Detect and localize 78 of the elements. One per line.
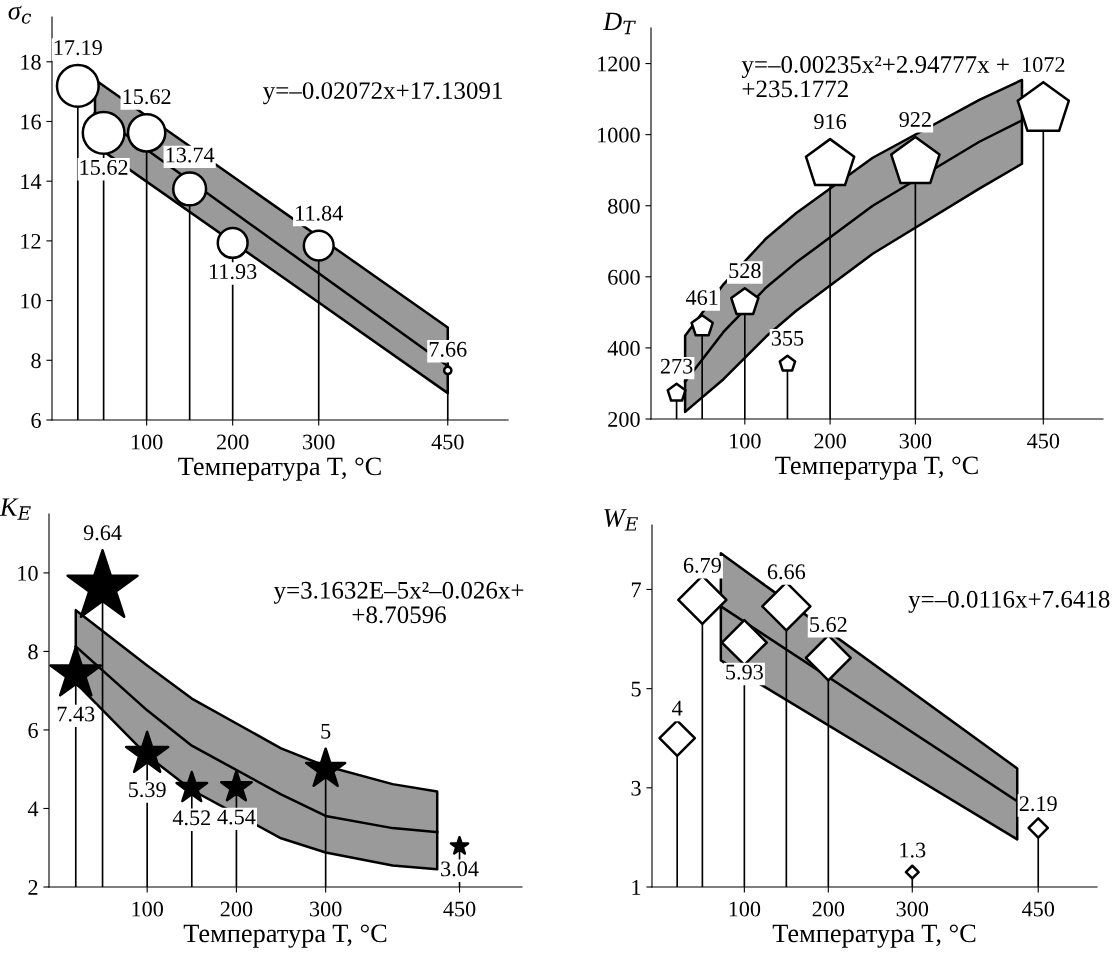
y-axis-title: D$_{T}$ [602,12,636,35]
y-tick-label: 7 [631,582,641,598]
data-label: 4 [672,700,683,716]
data-label: 15.62 [80,159,128,175]
y-tick-label: 800 [608,198,640,214]
x-axis-title: Температура T, °C [772,924,976,948]
x-tick-label: 100 [730,433,761,449]
data-label: 6.79 [683,557,721,573]
y-tick-label: 6 [28,722,38,738]
y-tick-label: 1000 [598,127,640,143]
x-tick-label: 450 [431,434,464,450]
annotation: y=–0.00235x²+2.94777x + +235.1772 [741,56,1009,98]
y-tick-label: 200 [608,411,640,427]
x-axis-title: Температура T, °C [183,924,387,948]
data-label: 461 [685,290,718,306]
data-label: 5.93 [726,664,763,680]
y-axis-title: W$_{E}$ [604,509,639,531]
data-label: 1072 [1023,57,1065,73]
x-tick-label: 200 [812,901,845,917]
x-tick-label: 100 [132,901,163,917]
data-label: 17.19 [54,40,102,56]
y-tick-label: 2 [28,879,38,895]
y-tick-label: 14 [21,174,42,189]
y-tick-label: 5 [631,681,641,697]
y-tick-label: 4 [27,801,39,817]
y-tick-label: 6 [31,412,41,428]
data-label: 15.62 [123,89,171,105]
x-tick-label: 200 [216,434,249,450]
annotation: y=–0.02072x+17.13091 [263,82,502,105]
y-tick-label: 8 [31,353,41,369]
x-tick-label: 200 [814,433,846,449]
y-tick-label: 1 [632,880,641,895]
data-label: 528 [729,263,761,279]
y-tick-label: 16 [21,114,41,130]
data-label: 11.93 [210,264,257,280]
data-label: 922 [899,111,931,127]
y-tick-label: 10 [18,565,38,581]
data-label: 6.66 [767,564,806,580]
x-tick-label: 300 [899,433,932,449]
data-label: 1.3 [900,842,926,858]
x-tick-label: 450 [1027,433,1060,449]
x-tick-label: 300 [303,434,335,450]
y-tick-label: 3 [631,780,641,796]
x-tick-label: 300 [896,901,929,917]
x-axis-title: Температура T, °C [178,457,381,481]
y-tick-label: 10 [21,293,41,309]
x-axis-title: Температура T, °C [775,456,978,480]
y-axis-title: σ$_{c}$ [8,5,32,24]
data-label: 4.54 [217,809,256,825]
data-label: 273 [660,358,693,374]
x-tick-label: 100 [131,434,163,450]
annotation: y=–0.0116x+7.6418 [908,590,1110,613]
x-tick-label: 200 [220,901,253,917]
data-label: 13.74 [166,147,215,163]
x-tick-label: 300 [310,901,342,917]
x-tick-label: 100 [729,901,761,917]
y-tick-label: 600 [608,269,640,285]
y-tick-label: 400 [607,340,640,356]
data-label: 916 [814,114,847,130]
y-tick-label: 1200 [598,56,640,72]
y-tick-label: 8 [28,644,38,660]
data-label: 11.84 [296,205,343,221]
data-label: 7.66 [429,341,467,357]
annotation: y=3.1632E–5x²–0.026x+ +8.70596 [273,581,524,624]
data-label: 4.52 [172,810,211,826]
data-label: 5.62 [810,617,847,633]
data-label: 9.64 [83,525,122,541]
x-tick-label: 450 [443,901,476,917]
x-tick-label: 450 [1021,901,1055,917]
data-label: 2.19 [1019,796,1057,812]
y-axis-title: K$_{E}$ [0,498,31,520]
data-label: 355 [771,330,804,346]
data-label: 5 [321,723,331,739]
data-label: 5.39 [129,782,166,798]
data-label: 7.43 [57,706,95,722]
data-label: 3.04 [441,861,479,877]
y-tick-label: 18 [21,54,41,70]
y-tick-label: 12 [21,233,41,249]
